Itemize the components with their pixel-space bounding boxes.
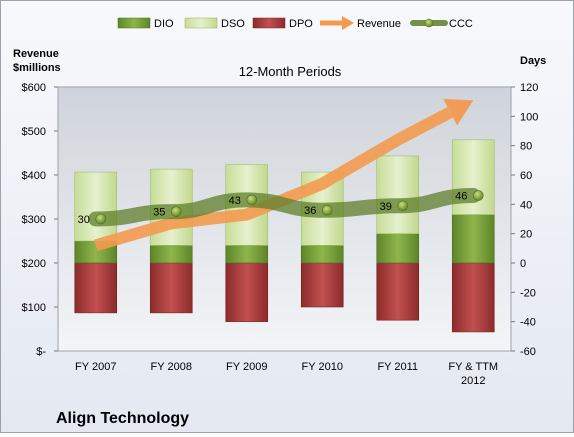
legend-label-dio: DIO [154, 18, 174, 30]
ccc-point [95, 213, 107, 225]
ccc-point [170, 206, 182, 217]
bar-dio [225, 245, 269, 264]
x-tick-label: FY & TTM [448, 361, 498, 373]
x-tick-label: FY 2010 [302, 361, 343, 373]
right-tick-label: -40 [520, 317, 536, 329]
right-tick-label: 40 [520, 199, 532, 211]
legend-swatch-revenue [320, 16, 354, 30]
bar-dpo [376, 262, 420, 321]
ccc-data-label: 46 [455, 191, 467, 203]
bar-dio [300, 245, 344, 264]
bar-dpo [74, 262, 118, 314]
bar-dpo [149, 262, 193, 314]
x-axis: FY 2007 FY 2008 FY 2009 FY 2010 FY 2011 FY & … [75, 361, 498, 387]
legend-label-dso: DSO [221, 18, 245, 30]
right-tick-label: 20 [520, 229, 532, 241]
left-tick-label: $300 [22, 214, 46, 226]
bar-dpo [225, 262, 269, 322]
bar-dpo [451, 262, 495, 333]
x-tick-label: FY 2008 [151, 361, 192, 373]
legend-label-dpo: DPO [289, 18, 313, 30]
legend: DIO DSO DPO Revenue CCC [117, 16, 473, 30]
legend-swatch-dso [184, 17, 218, 29]
legend-swatch-dpo [252, 17, 286, 29]
left-axis: $- $100 $200 $300 $400 $500 $600 [22, 82, 58, 358]
bar-dso [376, 155, 420, 234]
revenue-arrowhead [443, 98, 474, 126]
left-tick-label: $100 [22, 302, 46, 314]
x-tick-label: FY 2011 [377, 361, 418, 373]
ccc-point [397, 200, 409, 212]
left-tick-label: $500 [22, 126, 46, 138]
ccc-line [88, 188, 481, 227]
ccc-point [472, 190, 484, 201]
left-tick-label: $600 [22, 82, 46, 94]
ccc-data-label: 39 [380, 201, 392, 213]
bar-dio [376, 233, 420, 264]
bar-dso [74, 171, 118, 242]
left-axis-label-line2: $millions [13, 62, 61, 74]
ccc-series: 30 35 43 36 39 46 [78, 188, 484, 227]
bar-dio [451, 214, 495, 264]
bar-dio [149, 245, 193, 264]
left-tick-label: $400 [22, 170, 46, 182]
legend-swatch-dio [117, 17, 151, 29]
right-axis: -60 -40 -20 0 20 40 60 80 100 120 [511, 82, 538, 358]
right-tick-label: 80 [520, 141, 532, 153]
chart-title: 12-Month Periods [239, 64, 342, 79]
right-tick-label: 120 [520, 82, 538, 94]
x-tick-label: 2012 [461, 375, 485, 387]
right-tick-label: 0 [520, 258, 526, 270]
ccc-data-label: 35 [153, 207, 165, 219]
right-tick-label: -60 [520, 346, 536, 358]
left-axis-label-line1: Revenue [13, 48, 59, 60]
legend-label-ccc: CCC [449, 18, 473, 30]
ccc-data-label: 30 [78, 214, 90, 226]
ccc-point [321, 204, 333, 216]
company-name: Align Technology [56, 410, 189, 427]
ccc-data-label: 43 [229, 195, 241, 207]
legend-label-revenue: Revenue [357, 18, 401, 30]
right-tick-label: 100 [520, 111, 538, 123]
left-tick-label: $- [36, 346, 46, 358]
left-tick-label: $200 [22, 258, 46, 270]
right-axis-label: Days [520, 55, 546, 67]
bar-dpo [300, 262, 344, 308]
right-tick-label: 60 [520, 170, 532, 182]
ccc-data-label: 36 [304, 205, 316, 217]
ccc-point [246, 194, 258, 206]
right-tick-label: -20 [520, 287, 536, 299]
x-tick-label: FY 2007 [75, 361, 116, 373]
legend-swatch-ccc [410, 18, 448, 28]
x-tick-label: FY 2009 [226, 361, 267, 373]
